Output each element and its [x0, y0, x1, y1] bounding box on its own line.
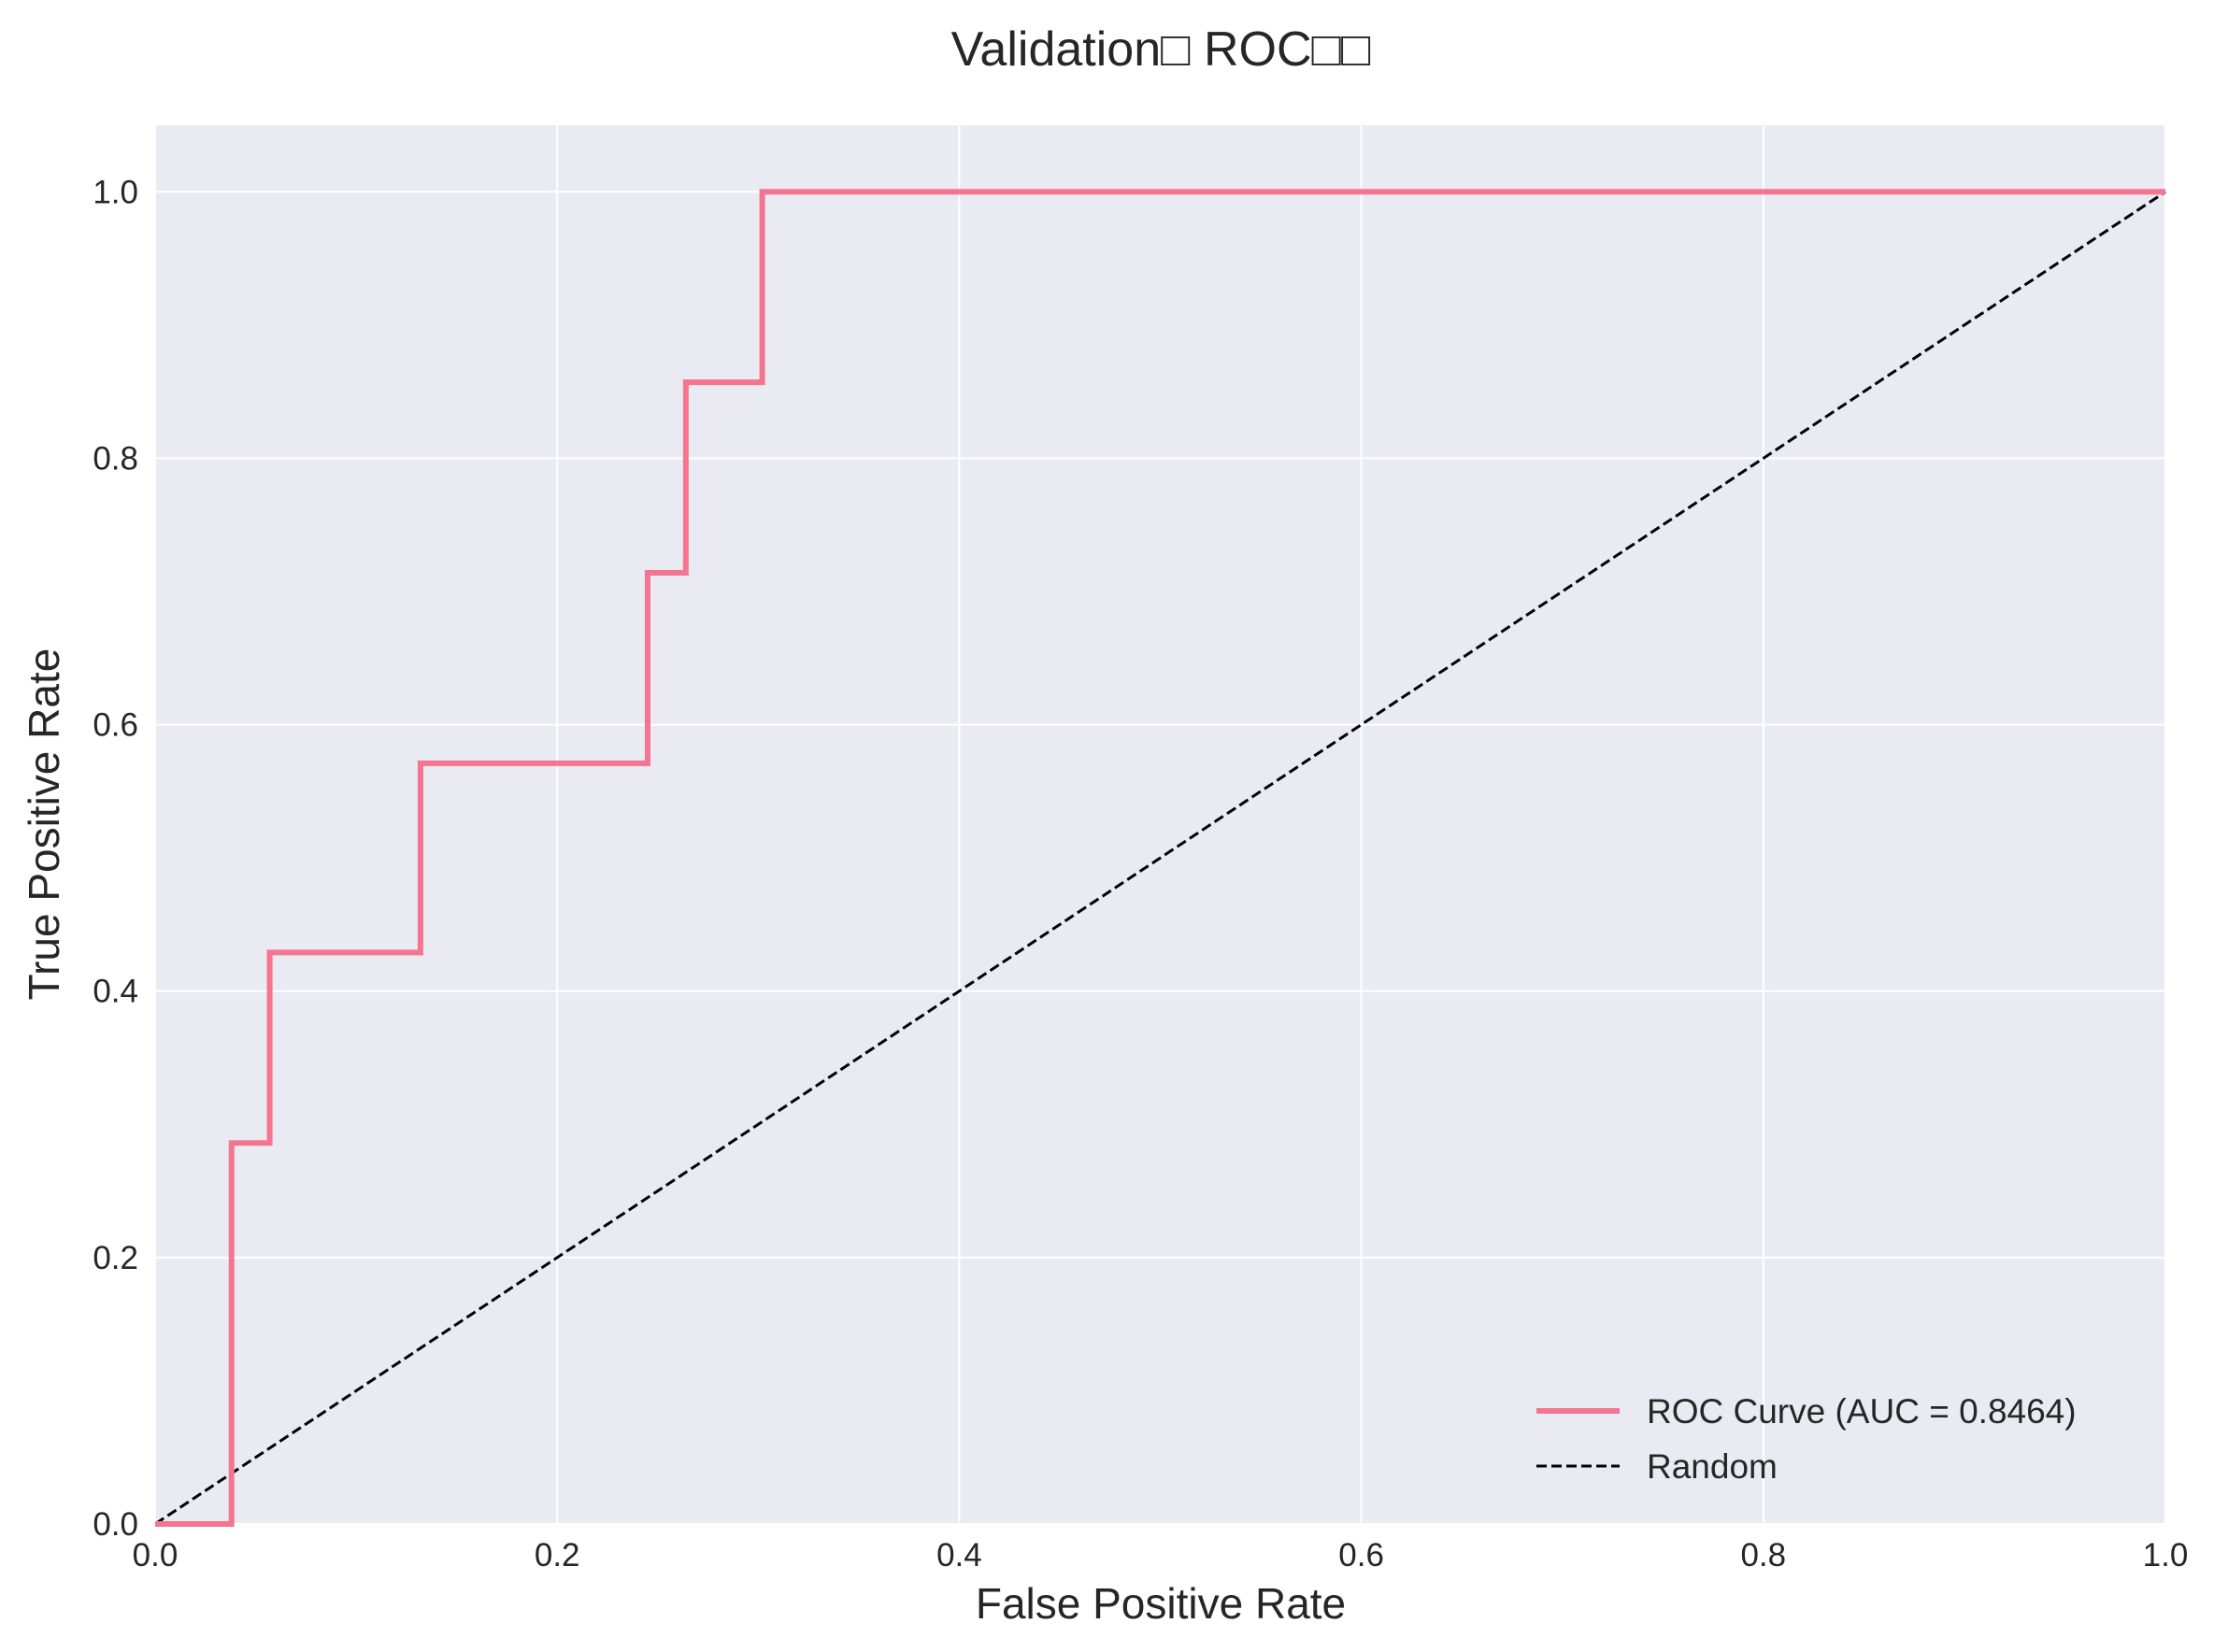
y-tick-label: 0.2 [93, 1240, 138, 1276]
y-axis-label: True Positive Rate [20, 648, 68, 1001]
legend-label-random: Random [1647, 1447, 1778, 1486]
random-baseline-line [155, 191, 2166, 1526]
y-tick-label: 0.6 [93, 707, 138, 744]
x-tick-label: 0.2 [535, 1537, 580, 1574]
x-axis-label: False Positive Rate [976, 1579, 1346, 1628]
y-tick-label: 0.8 [93, 440, 138, 477]
x-tick-label: 0.8 [1740, 1537, 1786, 1574]
legend-label-roc: ROC Curve (AUC = 0.8464) [1647, 1392, 2077, 1431]
y-tick-label: 1.0 [93, 174, 138, 210]
legend: ROC Curve (AUC = 0.8464) Random [1536, 1392, 2077, 1486]
x-tick-label: 1.0 [2143, 1537, 2189, 1574]
grid-lines [154, 125, 2166, 1525]
y-tick-label: 0.0 [93, 1506, 138, 1543]
roc-curve-line [155, 189, 2165, 1527]
plot-area [155, 125, 2165, 1524]
series-layer [155, 189, 2166, 1527]
x-tick-label: 0.6 [1338, 1537, 1384, 1574]
y-tick-label: 0.4 [93, 974, 138, 1010]
x-tick-label: 0.0 [133, 1537, 179, 1574]
tick-labels: 0.0 0.2 0.4 0.6 0.8 1.0 0.0 0.2 0.4 0.6 0.8 1.0 [93, 174, 2188, 1574]
chart-title: Validation□ ROC□□ [951, 22, 1371, 77]
x-tick-label: 0.4 [936, 1537, 982, 1574]
